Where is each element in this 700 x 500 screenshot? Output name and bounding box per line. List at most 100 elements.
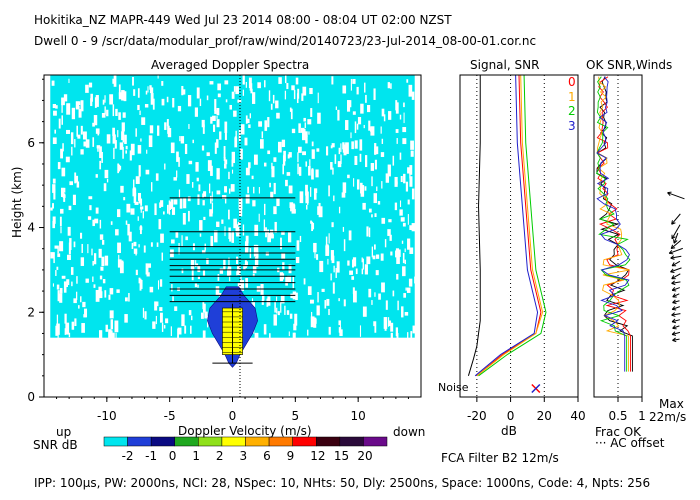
noise-gap [289,107,292,112]
noise-gap [295,292,298,301]
noise-gap [349,100,352,108]
noise-gap [237,222,241,226]
legend-2: 2 [568,104,576,118]
noise-gap [310,220,312,224]
noise-gap [74,318,77,327]
wind-arrow [671,213,681,225]
noise-gap [407,199,410,205]
noise-gap [245,194,250,204]
noise-gap [390,251,393,256]
noise-gap [52,137,57,144]
noise-gap [304,122,306,129]
noise-gap [92,219,95,227]
noise-gap [74,172,77,184]
noise-gap [258,213,260,222]
noise-gap [65,156,70,163]
noise-gap [324,300,327,309]
noise-gap [271,162,273,169]
noise-gap [194,283,198,288]
noise-gap [216,119,220,128]
noise-gap [409,172,411,179]
wind-arrow-head [668,249,673,254]
noise-gap [159,202,162,208]
noise-gap [92,276,94,282]
noise-gap [310,187,312,197]
noise-gap [261,299,264,305]
noise-gap [327,258,329,265]
noise-gap [357,117,362,125]
noise-gap [106,178,109,183]
frac-axes: 0.5 1 [608,397,646,423]
noise-gap [156,242,159,247]
noise-gap [207,160,212,172]
noise-gap [138,198,142,204]
noise-gap [99,330,103,341]
noise-gap [142,307,145,318]
wind-arrow-head [672,302,677,305]
noise-gap [263,203,266,216]
wind-arrow-head [672,327,677,330]
noise-gap [139,226,143,231]
max-value: 22m/s [649,410,687,424]
noise-gap [251,175,254,180]
noise-gap [115,108,118,117]
noise-gap [272,234,274,239]
wind-arrow-head [671,247,676,250]
noise-gap [404,248,406,253]
noise-gap [277,141,282,153]
noise-gap [243,264,246,271]
wind-arrow-head [671,262,675,267]
noise-gap [274,301,276,313]
noise-gap [387,229,391,236]
noise-gap [80,100,84,112]
noise-gap [316,254,319,260]
noise-gap [110,221,113,225]
noise-gap [202,193,204,198]
noise-gap [92,122,95,127]
noise-gap [363,124,365,129]
noise-gap [202,270,206,277]
noise-gap [228,171,230,180]
noise-gap [208,183,211,194]
noise-gap [302,129,306,141]
noise-gap [273,182,276,195]
noise-gap [177,105,182,112]
noise-gap [154,301,158,311]
wind-arrow-head [672,289,677,292]
noise-gap [229,188,231,194]
noise-gap [197,265,201,273]
noise-gap [77,134,81,139]
noise-gap [133,241,137,247]
noise-gap [396,254,400,264]
noise-gap [372,255,376,260]
noise-gap [234,137,238,148]
noise-gap [129,150,132,161]
noise-gap [398,249,401,257]
noise-gap [113,132,115,143]
noise-gap [306,204,308,210]
noise-gap [395,102,399,114]
noise-gap [373,321,377,327]
noise-gap [109,310,114,319]
noise-gap [302,86,307,96]
noise-gap [313,242,317,253]
noise-gap [260,283,264,296]
noise-gap [147,263,152,268]
noise-gap [276,112,280,119]
noise-gap [148,135,153,148]
noise-gap [395,181,398,185]
noise-gap [354,121,357,134]
noise-gap [273,206,277,215]
noise-gap [163,325,166,329]
noise-gap [85,278,89,283]
noise-gap [267,232,271,243]
noise-gap [285,276,288,286]
noise-gap [242,89,245,96]
noise-gap [236,271,238,276]
noise-gap [202,330,206,341]
noise-gap [276,198,280,207]
noise-gap [115,229,119,236]
noise-gap [246,118,250,124]
noise-gap [216,190,221,195]
noise-gap [54,245,58,249]
